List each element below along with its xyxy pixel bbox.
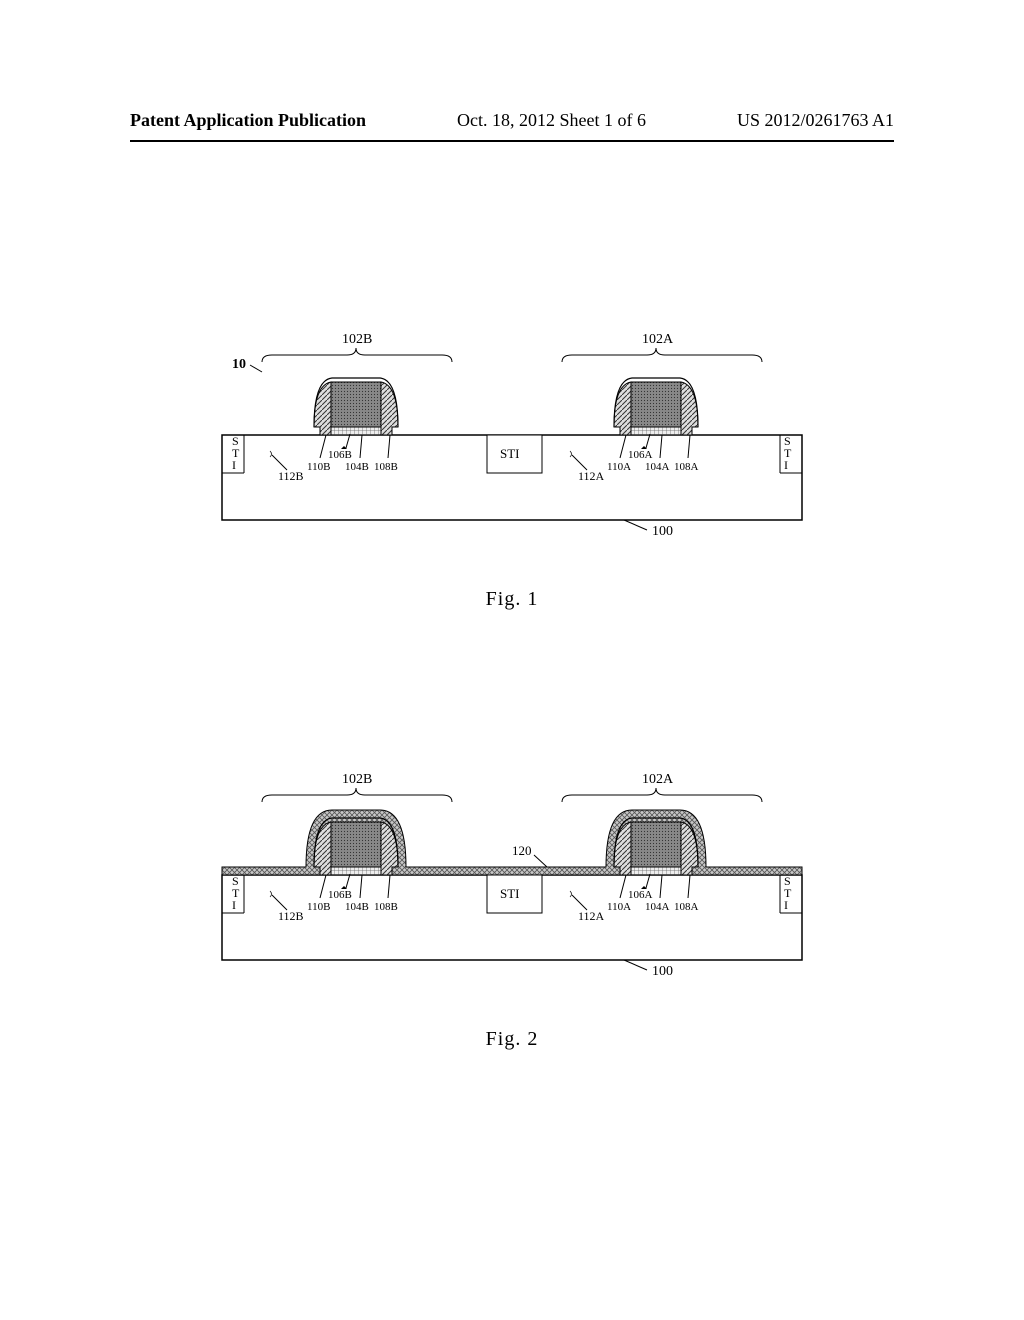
svg-text:102B: 102B (342, 332, 372, 347)
svg-text:104B: 104B (345, 461, 369, 473)
svg-text:102B: 102B (342, 772, 372, 787)
svg-text:I: I (784, 898, 788, 912)
svg-text:106B: 106B (328, 889, 352, 901)
svg-text:110A: 110A (607, 461, 631, 473)
svg-text:I: I (232, 898, 236, 912)
figure-1-svg: S T I S T I STI 102B 102A (202, 330, 822, 560)
header-date-sheet: Oct. 18, 2012 Sheet 1 of 6 (457, 110, 646, 131)
figure-2: S T I S T I STI 102B 102A 120 (0, 770, 1024, 1051)
svg-text:108B: 108B (374, 461, 398, 473)
svg-text:110A: 110A (607, 901, 631, 913)
svg-text:112B: 112B (278, 909, 304, 923)
svg-text:100: 100 (652, 964, 673, 979)
svg-text:104A: 104A (645, 461, 670, 473)
figure-1: S T I S T I STI 102B 102A (0, 330, 1024, 611)
svg-text:110B: 110B (307, 901, 330, 913)
svg-text:108B: 108B (374, 901, 398, 913)
svg-text:106A: 106A (628, 449, 653, 461)
svg-text:100: 100 (652, 524, 673, 539)
figure-2-caption: Fig. 2 (486, 1028, 539, 1051)
svg-text:104A: 104A (645, 901, 670, 913)
page-header: Patent Application Publication Oct. 18, … (0, 110, 1024, 131)
svg-text:104B: 104B (345, 901, 369, 913)
svg-text:112A: 112A (578, 909, 605, 923)
svg-text:110B: 110B (307, 461, 330, 473)
svg-text:106B: 106B (328, 449, 352, 461)
svg-text:STI: STI (500, 886, 520, 901)
svg-text:112A: 112A (578, 469, 605, 483)
svg-text:106A: 106A (628, 889, 653, 901)
svg-text:108A: 108A (674, 461, 699, 473)
svg-text:112B: 112B (278, 469, 304, 483)
figure-2-svg: S T I S T I STI 102B 102A 120 (202, 770, 822, 1000)
svg-text:102A: 102A (642, 332, 674, 347)
svg-text:I: I (232, 458, 236, 472)
figure-1-caption: Fig. 1 (486, 588, 539, 611)
header-divider (130, 140, 894, 142)
svg-text:108A: 108A (674, 901, 699, 913)
svg-text:I: I (784, 458, 788, 472)
svg-text:102A: 102A (642, 772, 674, 787)
svg-text:10: 10 (232, 357, 246, 372)
svg-text:120: 120 (512, 843, 532, 858)
svg-text:STI: STI (500, 446, 520, 461)
header-publication: Patent Application Publication (130, 110, 366, 131)
header-pub-number: US 2012/0261763 A1 (737, 110, 894, 131)
